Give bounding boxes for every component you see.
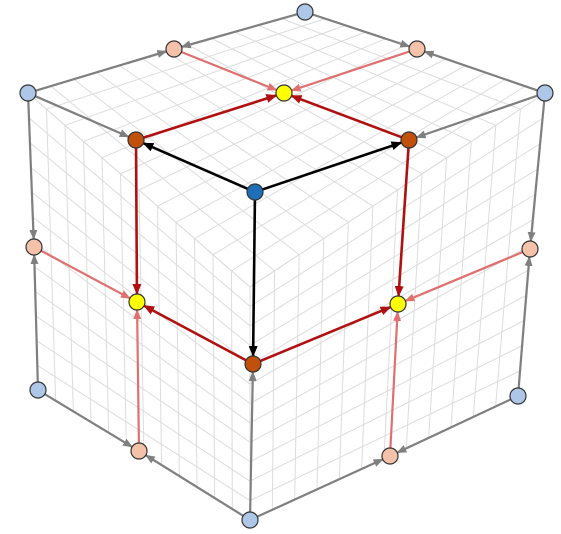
node-face-left bbox=[128, 293, 146, 311]
node-corner-bottom bbox=[241, 511, 259, 529]
arrow-gray-topleft-to-el bbox=[27, 100, 38, 241]
arrow-gray-topback-to-tml bbox=[180, 13, 298, 49]
node-face-top bbox=[275, 84, 293, 102]
arrow-lightred-br-to-yright bbox=[389, 310, 402, 449]
node-inner-top-right bbox=[400, 131, 418, 149]
arrow-gray-bottom-to-obot bbox=[248, 370, 257, 513]
arrow-lightred-bl-to-yleft bbox=[133, 308, 142, 444]
nodes-layer bbox=[19, 3, 554, 529]
arrow-lightred-er-to-yright bbox=[404, 251, 524, 302]
arrow-gray-botleft-to-bl bbox=[44, 393, 134, 448]
node-inner-top-left bbox=[127, 131, 145, 149]
arrow-darkred-otr-to-yright bbox=[394, 147, 410, 298]
arrows-layer bbox=[27, 13, 546, 518]
node-edge-top-left bbox=[165, 40, 183, 58]
node-corner-top-left bbox=[19, 84, 37, 102]
arrow-darkred-otr-to-ytop bbox=[290, 94, 402, 139]
arrow-gray-botright-to-er bbox=[517, 255, 533, 389]
node-corner-bottom-left bbox=[29, 381, 47, 399]
node-inner-bottom bbox=[244, 355, 262, 373]
arrow-gray-topright-to-otr bbox=[415, 94, 538, 139]
arrow-gray-topleft-to-tml bbox=[35, 50, 168, 92]
node-edge-top-right bbox=[408, 40, 426, 58]
node-corner-top-right bbox=[536, 84, 554, 102]
arrow-black-center-to-otl bbox=[142, 142, 249, 190]
arrow-gray-topback-to-tmr bbox=[312, 13, 411, 48]
arrow-gray-topright-to-er bbox=[527, 100, 546, 243]
node-corner-top-back bbox=[296, 3, 314, 21]
arrow-black-center-to-otr bbox=[262, 141, 403, 191]
arrow-black-center-to-obot bbox=[248, 199, 258, 358]
node-center bbox=[246, 183, 264, 201]
node-face-right bbox=[389, 295, 407, 313]
arrow-darkred-obot-to-yright bbox=[259, 305, 392, 363]
arrow-gray-botleft-to-el bbox=[30, 253, 39, 383]
node-edge-bottom-right bbox=[381, 447, 399, 465]
arrow-gray-topleft-to-otl bbox=[34, 95, 130, 138]
arrow-lightred-tml-to-ytop bbox=[181, 50, 278, 92]
arrow-darkred-otl-to-yleft bbox=[132, 147, 142, 296]
arrow-gray-bottom-to-br bbox=[256, 458, 384, 518]
node-edge-left bbox=[25, 238, 43, 256]
arrow-darkred-otl-to-ytop bbox=[143, 94, 278, 139]
arrow-lightred-tmr-to-ytop bbox=[290, 50, 410, 92]
top-face-grid bbox=[27, 11, 546, 288]
arrow-gray-topright-to-tmr bbox=[423, 50, 538, 92]
node-edge-bottom-left bbox=[130, 442, 148, 460]
arrow-gray-botright-to-br bbox=[396, 398, 512, 454]
node-corner-bottom-right bbox=[509, 387, 527, 405]
arrow-darkred-obot-to-yleft bbox=[143, 304, 247, 362]
node-edge-right bbox=[521, 240, 539, 258]
arrow-gray-bottom-to-bl bbox=[144, 454, 244, 517]
arrow-lightred-el-to-yleft bbox=[40, 249, 131, 300]
